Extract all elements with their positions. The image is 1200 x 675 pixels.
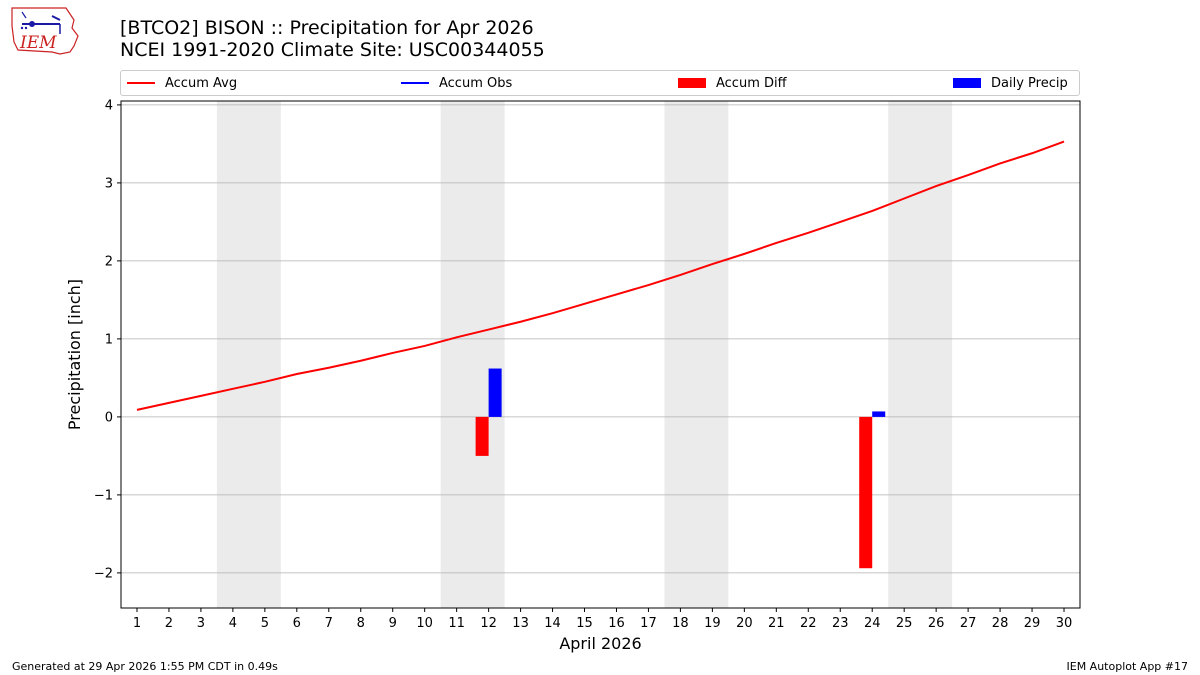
- legend-swatch-accum-diff: [678, 78, 706, 88]
- x-tick-label: 14: [544, 616, 561, 631]
- x-tick-label: 10: [416, 616, 433, 631]
- x-tick-label: 9: [389, 616, 397, 631]
- legend-label-accum-obs: Accum Obs: [439, 75, 513, 91]
- x-tick-label: 20: [736, 616, 753, 631]
- x-tick-label: 26: [928, 616, 945, 631]
- y-axis-ticks: −2 −1 0 1 2 3 4: [94, 98, 121, 581]
- x-tick-label: 2: [165, 616, 173, 631]
- plot-frame: [120, 100, 1081, 609]
- y-tick-label: −1: [94, 488, 113, 503]
- y-tick-label: 1: [105, 332, 113, 347]
- x-tick-label: 17: [640, 616, 657, 631]
- weekend-band-3: [664, 101, 729, 608]
- x-tick-label: 16: [608, 616, 625, 631]
- legend-label-accum-avg: Accum Avg: [165, 75, 238, 91]
- x-tick-label: 30: [1056, 616, 1073, 631]
- x-tick-label: 11: [448, 616, 465, 631]
- daily-precip-bar: [488, 368, 502, 417]
- x-tick-label: 22: [800, 616, 817, 631]
- accum-diff-bar: [859, 416, 873, 569]
- line-series: [136, 140, 1065, 411]
- chart-title-line2: NCEI 1991-2020 Climate Site: USC00344055: [120, 39, 545, 61]
- x-tick-label: 3: [197, 616, 205, 631]
- chart-title-line1: [BTCO2] BISON :: Precipitation for Apr 2…: [120, 17, 534, 39]
- x-tick-label: 15: [576, 616, 593, 631]
- y-tick-label: 3: [105, 176, 113, 191]
- x-tick-label: 24: [864, 616, 881, 631]
- x-tick-label: 7: [325, 616, 333, 631]
- legend-item-accum-diff: Accum Diff: [678, 71, 787, 95]
- y-gridlines: [121, 104, 1080, 574]
- x-tick-label: 27: [960, 616, 977, 631]
- legend-swatch-daily-precip: [953, 78, 981, 88]
- accum-avg-line: [136, 140, 1065, 411]
- x-tick-label: 1: [133, 616, 141, 631]
- x-axis-label: April 2026: [559, 634, 641, 653]
- x-tick-label: 19: [704, 616, 721, 631]
- x-tick-label: 28: [992, 616, 1009, 631]
- weekend-band-1: [216, 101, 281, 608]
- x-tick-label: 29: [1024, 616, 1041, 631]
- x-tick-label: 18: [672, 616, 689, 631]
- y-tick-label: 4: [105, 98, 113, 113]
- legend-label-daily-precip: Daily Precip: [991, 75, 1068, 91]
- daily-precip-bar: [872, 411, 886, 417]
- x-tick-label: 4: [229, 616, 237, 631]
- legend-swatch-accum-obs: [401, 82, 429, 84]
- legend-item-accum-avg: Accum Avg: [127, 71, 237, 95]
- generated-timestamp: Generated at 29 Apr 2026 1:55 PM CDT in …: [12, 660, 278, 673]
- legend-swatch-accum-avg: [127, 82, 155, 84]
- y-axis-label: Precipitation [inch]: [65, 279, 84, 430]
- x-tick-label: 23: [832, 616, 849, 631]
- accum-diff-bar: [475, 416, 489, 456]
- iem-logo-text: IEM: [19, 33, 57, 53]
- x-tick-label: 6: [293, 616, 301, 631]
- x-tick-label: 5: [261, 616, 269, 631]
- weekend-band-2: [440, 101, 505, 608]
- x-axis-ticks: 1 2 3 4 5 6 7 8 9 10 11 12 13 14 15 16 17 18 19 20 21 22 23 24 2…: [133, 608, 1072, 631]
- legend-label-accum-diff: Accum Diff: [716, 75, 787, 91]
- chart-legend: Accum Avg Accum Obs Accum Diff Daily Pre…: [120, 70, 1080, 96]
- y-tick-label: −2: [94, 566, 113, 581]
- app-id: IEM Autoplot App #17: [1066, 660, 1189, 673]
- x-tick-label: 8: [357, 616, 365, 631]
- y-tick-label: 0: [105, 410, 113, 425]
- x-tick-label: 13: [512, 616, 529, 631]
- weekend-bands: [216, 101, 953, 608]
- chart-title: [BTCO2] BISON :: Precipitation for Apr 2…: [120, 17, 545, 61]
- weekend-band-4: [888, 101, 953, 608]
- y-tick-label: 2: [105, 254, 113, 269]
- x-tick-label: 25: [896, 616, 913, 631]
- legend-item-daily-precip: Daily Precip: [953, 71, 1068, 95]
- bar-series: [475, 368, 886, 569]
- x-tick-label: 12: [480, 616, 497, 631]
- x-tick-label: 21: [768, 616, 785, 631]
- legend-item-accum-obs: Accum Obs: [401, 71, 512, 95]
- iem-logo-graphic: IEM: [11, 7, 79, 55]
- iem-logo: IEM: [8, 6, 80, 58]
